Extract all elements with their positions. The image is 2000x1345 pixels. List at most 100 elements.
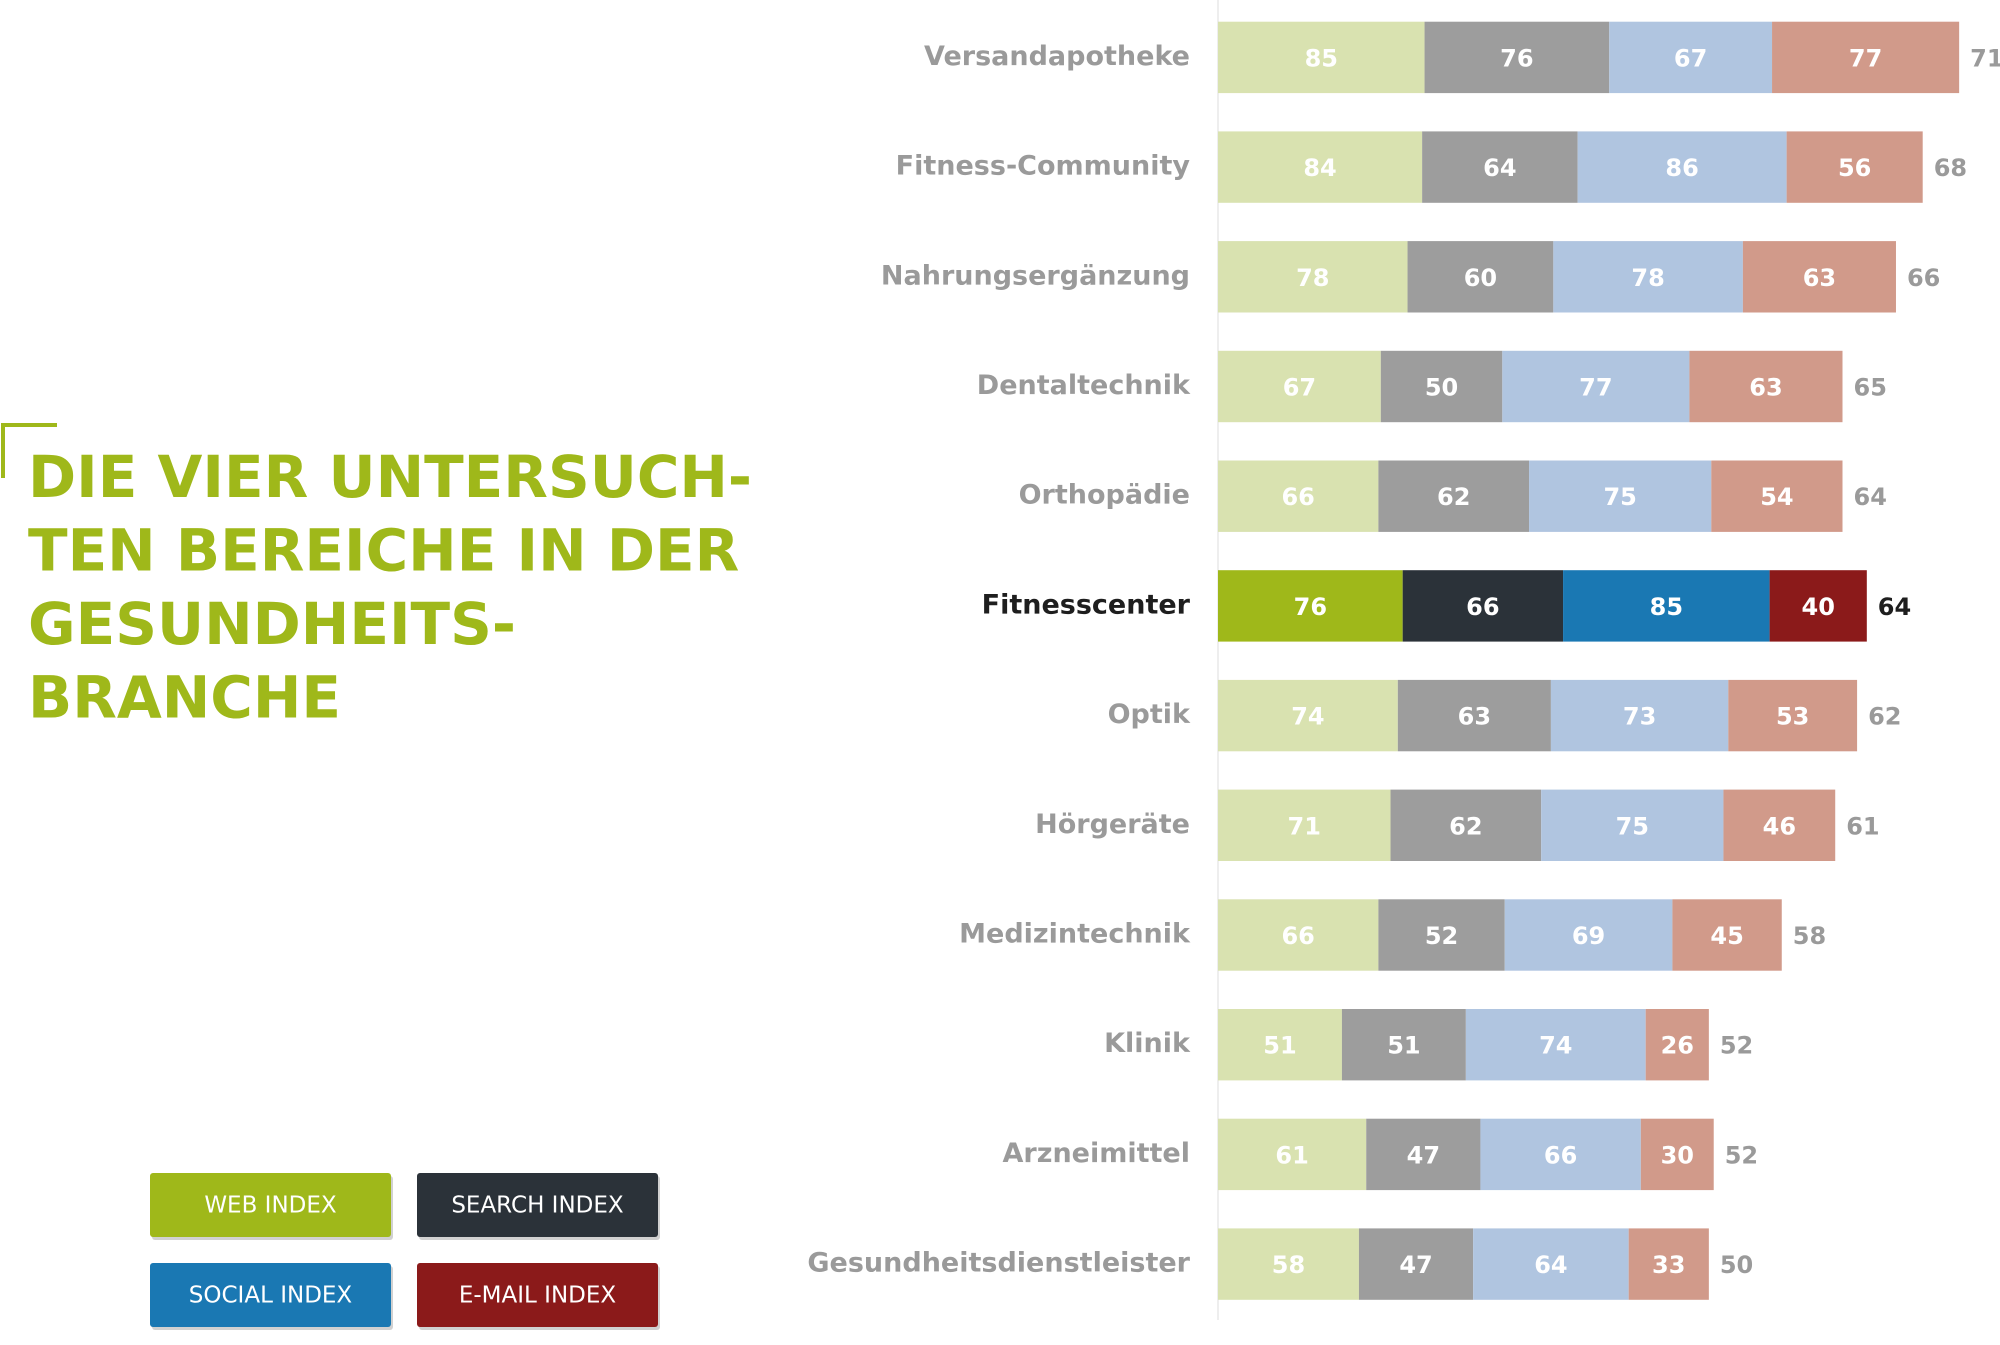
value-label: 76 — [1294, 593, 1327, 621]
value-label: 77 — [1579, 374, 1612, 402]
category-label: Hörgeräte — [1035, 809, 1190, 840]
chart-title: BRANCHE — [28, 664, 341, 732]
value-label: 74 — [1291, 703, 1324, 731]
bar-segment — [1553, 241, 1743, 313]
value-label: 67 — [1283, 374, 1316, 402]
chart-title: GESUNDHEITS- — [28, 590, 516, 658]
value-label: 62 — [1449, 812, 1482, 840]
bar-segment — [1550, 679, 1729, 752]
bar-segment — [1723, 789, 1836, 861]
legend-button — [150, 1263, 391, 1327]
bar-segment — [1541, 789, 1724, 861]
value-label: 63 — [1803, 264, 1836, 292]
value-label: 51 — [1263, 1032, 1296, 1060]
total-label: 71 — [1970, 44, 2000, 72]
bar-segment — [1672, 899, 1782, 971]
bar-segment — [1529, 460, 1712, 532]
total-label: 64 — [1854, 483, 1887, 511]
value-label: 53 — [1776, 703, 1809, 731]
value-label: 73 — [1623, 703, 1656, 731]
bar-segment — [1402, 570, 1564, 642]
bar-segment — [1742, 241, 1896, 313]
bar-segment — [1218, 899, 1379, 971]
value-label: 54 — [1760, 483, 1793, 511]
value-label: 56 — [1838, 154, 1871, 182]
value-label: 30 — [1661, 1141, 1694, 1169]
value-label: 64 — [1534, 1251, 1567, 1279]
value-label: 66 — [1281, 922, 1314, 950]
total-label: 50 — [1720, 1251, 1753, 1279]
bar-segment — [1645, 1009, 1709, 1081]
bar-segment — [1407, 241, 1554, 313]
value-label: 63 — [1458, 703, 1491, 731]
bar-segment — [1218, 1118, 1367, 1191]
bar-segment — [1380, 350, 1503, 423]
bar-segment — [1390, 789, 1542, 861]
value-label: 61 — [1275, 1141, 1308, 1169]
category-label: Fitness-Community — [896, 151, 1191, 182]
value-label: 84 — [1303, 154, 1336, 182]
category-label: Gesundheitsdienstleister — [807, 1248, 1190, 1279]
total-label: 62 — [1868, 703, 1901, 731]
bar-segment — [1502, 350, 1690, 423]
total-label: 61 — [1846, 812, 1879, 840]
legend-button — [150, 1173, 391, 1237]
value-label: 74 — [1539, 1032, 1572, 1060]
legend-label: WEB INDEX — [204, 1193, 337, 1219]
bar-segment — [1786, 131, 1923, 203]
bar-segment — [1218, 1228, 1359, 1300]
bar-segment — [1218, 679, 1398, 752]
bar-segment — [1218, 460, 1379, 532]
value-label: 86 — [1665, 154, 1698, 182]
bar-segment — [1563, 570, 1770, 642]
bar-segment — [1378, 899, 1505, 971]
value-label: 75 — [1603, 483, 1636, 511]
bar-segment — [1480, 1118, 1641, 1191]
total-label: 52 — [1725, 1141, 1758, 1169]
bar-segment — [1218, 21, 1425, 94]
value-label: 51 — [1387, 1032, 1420, 1060]
total-label: 68 — [1934, 154, 1967, 182]
title-bracket — [1, 423, 57, 478]
legend-label: E-MAIL INDEX — [459, 1283, 617, 1309]
bar-segment — [1218, 131, 1423, 203]
value-label: 33 — [1652, 1251, 1685, 1279]
chart-title: TEN BEREICHE IN DER — [28, 517, 739, 585]
value-label: 66 — [1281, 483, 1314, 511]
value-label: 47 — [1407, 1141, 1440, 1169]
value-label: 85 — [1305, 44, 1338, 72]
bar-segment — [1218, 570, 1403, 642]
value-label: 52 — [1425, 922, 1458, 950]
category-label: Fitnesscenter — [982, 589, 1191, 620]
bar-segment — [1473, 1228, 1629, 1300]
bar-segment — [1628, 1228, 1709, 1300]
value-label: 50 — [1425, 374, 1458, 402]
value-label: 78 — [1296, 264, 1329, 292]
total-label: 66 — [1907, 264, 1940, 292]
value-label: 66 — [1466, 593, 1499, 621]
bar-segment — [1422, 131, 1578, 203]
value-label: 64 — [1483, 154, 1516, 182]
bar-segment — [1609, 21, 1773, 94]
bar-segment — [1640, 1118, 1714, 1191]
category-label: Medizintechnik — [959, 919, 1191, 950]
category-label: Nahrungsergänzung — [881, 260, 1190, 291]
bar-segment — [1424, 21, 1610, 94]
total-label: 58 — [1793, 922, 1826, 950]
bar-segment — [1341, 1009, 1466, 1081]
value-label: 69 — [1572, 922, 1605, 950]
legend-label: SOCIAL INDEX — [189, 1283, 353, 1309]
value-label: 76 — [1500, 44, 1533, 72]
value-label: 62 — [1437, 483, 1470, 511]
bar-segment — [1728, 679, 1858, 752]
value-label: 85 — [1650, 593, 1683, 621]
bar-segment — [1504, 899, 1673, 971]
bar-segment — [1218, 241, 1408, 313]
value-label: 58 — [1272, 1251, 1305, 1279]
value-label: 46 — [1763, 812, 1796, 840]
value-label: 40 — [1802, 593, 1835, 621]
bar-segment — [1689, 350, 1843, 423]
value-label: 77 — [1849, 44, 1882, 72]
value-label: 71 — [1288, 812, 1321, 840]
